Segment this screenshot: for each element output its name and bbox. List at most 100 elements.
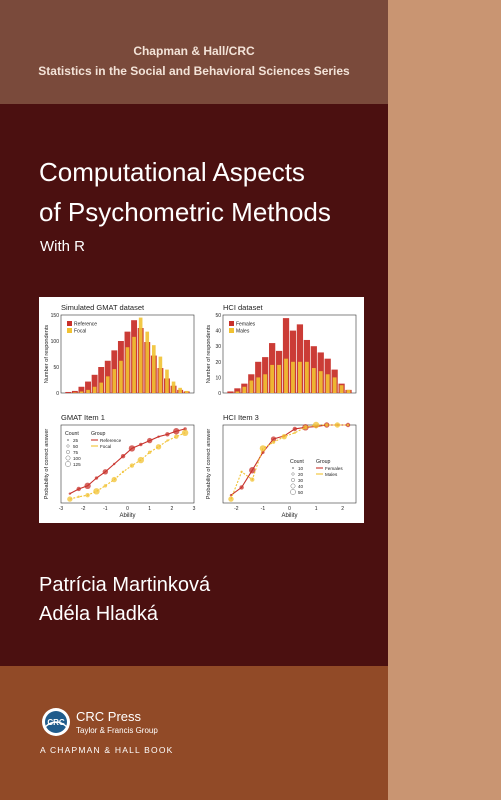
bar — [296, 324, 304, 393]
bar — [158, 356, 163, 393]
legend-count-symbol — [291, 478, 295, 482]
bar — [112, 369, 117, 393]
legend-title: Count — [290, 459, 304, 465]
publisher-name: CRC Press — [76, 709, 142, 724]
bar — [165, 369, 169, 393]
bar — [65, 391, 72, 393]
chart-title: HCI dataset — [223, 303, 264, 312]
y-tick-label: 50 — [215, 313, 221, 319]
data-point — [85, 493, 90, 498]
bar — [298, 361, 302, 393]
legend-label: Focal — [74, 329, 86, 335]
x-tick-label: -3 — [59, 506, 64, 512]
legend-count-symbol — [291, 472, 295, 476]
legend-count-symbol — [290, 489, 296, 495]
bar — [235, 391, 240, 393]
data-point — [334, 422, 341, 428]
y-tick-label: 50 — [53, 365, 59, 371]
legend-swatch — [67, 321, 72, 326]
bar — [145, 331, 150, 393]
x-axis-label: Ability — [119, 513, 135, 519]
legend-count-label: 20 — [298, 472, 304, 477]
data-point — [103, 484, 108, 488]
data-point — [120, 454, 126, 459]
legend-title: Count — [65, 431, 79, 437]
bar — [184, 390, 189, 393]
plot-frame — [60, 424, 195, 504]
data-point — [128, 445, 136, 452]
bar — [227, 391, 234, 393]
data-point — [303, 425, 308, 430]
x-tick-label: 1 — [148, 506, 151, 512]
bar — [234, 388, 241, 393]
legend-count-label: 50 — [298, 490, 304, 495]
data-point — [259, 445, 267, 452]
bar — [85, 381, 91, 393]
data-point — [165, 432, 170, 437]
data-point — [155, 444, 162, 450]
x-tick-label: 0 — [288, 506, 291, 512]
logo-lettering: CRC — [47, 718, 65, 727]
legend-count-label: 125 — [73, 462, 81, 467]
cover-side-strip — [388, 0, 501, 800]
bar — [325, 374, 330, 393]
data-point — [157, 435, 160, 438]
data-point — [94, 476, 99, 480]
bar — [304, 361, 309, 393]
bar — [119, 360, 123, 393]
y-tick-label: 20 — [215, 360, 221, 366]
data-point — [111, 476, 117, 483]
y-tick-label: 30 — [215, 344, 221, 350]
data-point — [346, 423, 350, 427]
y-tick-label: 0 — [56, 391, 59, 397]
x-tick-label: 1 — [315, 506, 318, 512]
bar — [346, 389, 351, 393]
bar — [339, 385, 344, 393]
data-point — [228, 496, 234, 502]
bar — [282, 318, 290, 393]
data-point — [250, 477, 255, 482]
bar — [178, 387, 182, 393]
bar — [284, 358, 288, 393]
x-tick-label: 2 — [170, 506, 173, 512]
legend-count-label: 50 — [73, 444, 79, 449]
legend-count-symbol — [290, 483, 296, 489]
y-tick-label: 100 — [51, 339, 60, 345]
legend-label: Reference — [74, 322, 97, 328]
data-point — [239, 485, 244, 490]
legend-swatch — [67, 328, 72, 333]
data-point — [270, 436, 277, 442]
data-point — [93, 488, 100, 495]
y-tick-label: 10 — [215, 375, 221, 381]
bar — [91, 374, 98, 393]
bar — [98, 367, 105, 393]
x-tick-label: -2 — [81, 506, 86, 512]
bar — [92, 386, 97, 393]
legend-count-label: 100 — [73, 456, 81, 461]
bar — [249, 380, 254, 393]
data-point — [249, 467, 256, 474]
bar — [289, 330, 297, 393]
bar — [263, 374, 268, 393]
cover-figure-svg: Simulated GMAT dataset Number of responde… — [44, 303, 357, 519]
book-subtitle: With R — [40, 238, 85, 255]
data-point — [271, 440, 276, 444]
legend-count-symbol — [291, 466, 295, 470]
data-point — [77, 495, 80, 498]
data-point — [229, 494, 233, 497]
bar — [99, 382, 103, 393]
legend-count-symbol — [65, 455, 71, 461]
data-point — [281, 434, 287, 440]
bar — [152, 345, 156, 393]
bar — [311, 368, 316, 393]
data-point — [67, 496, 73, 502]
data-point — [166, 439, 169, 442]
data-point — [121, 470, 125, 473]
x-tick-label: 3 — [193, 506, 196, 512]
bar — [256, 377, 261, 393]
x-tick-label: -1 — [103, 506, 108, 512]
legend-count-label: 40 — [298, 484, 304, 489]
data-point — [113, 462, 116, 466]
legend-count-symbol — [66, 450, 70, 454]
